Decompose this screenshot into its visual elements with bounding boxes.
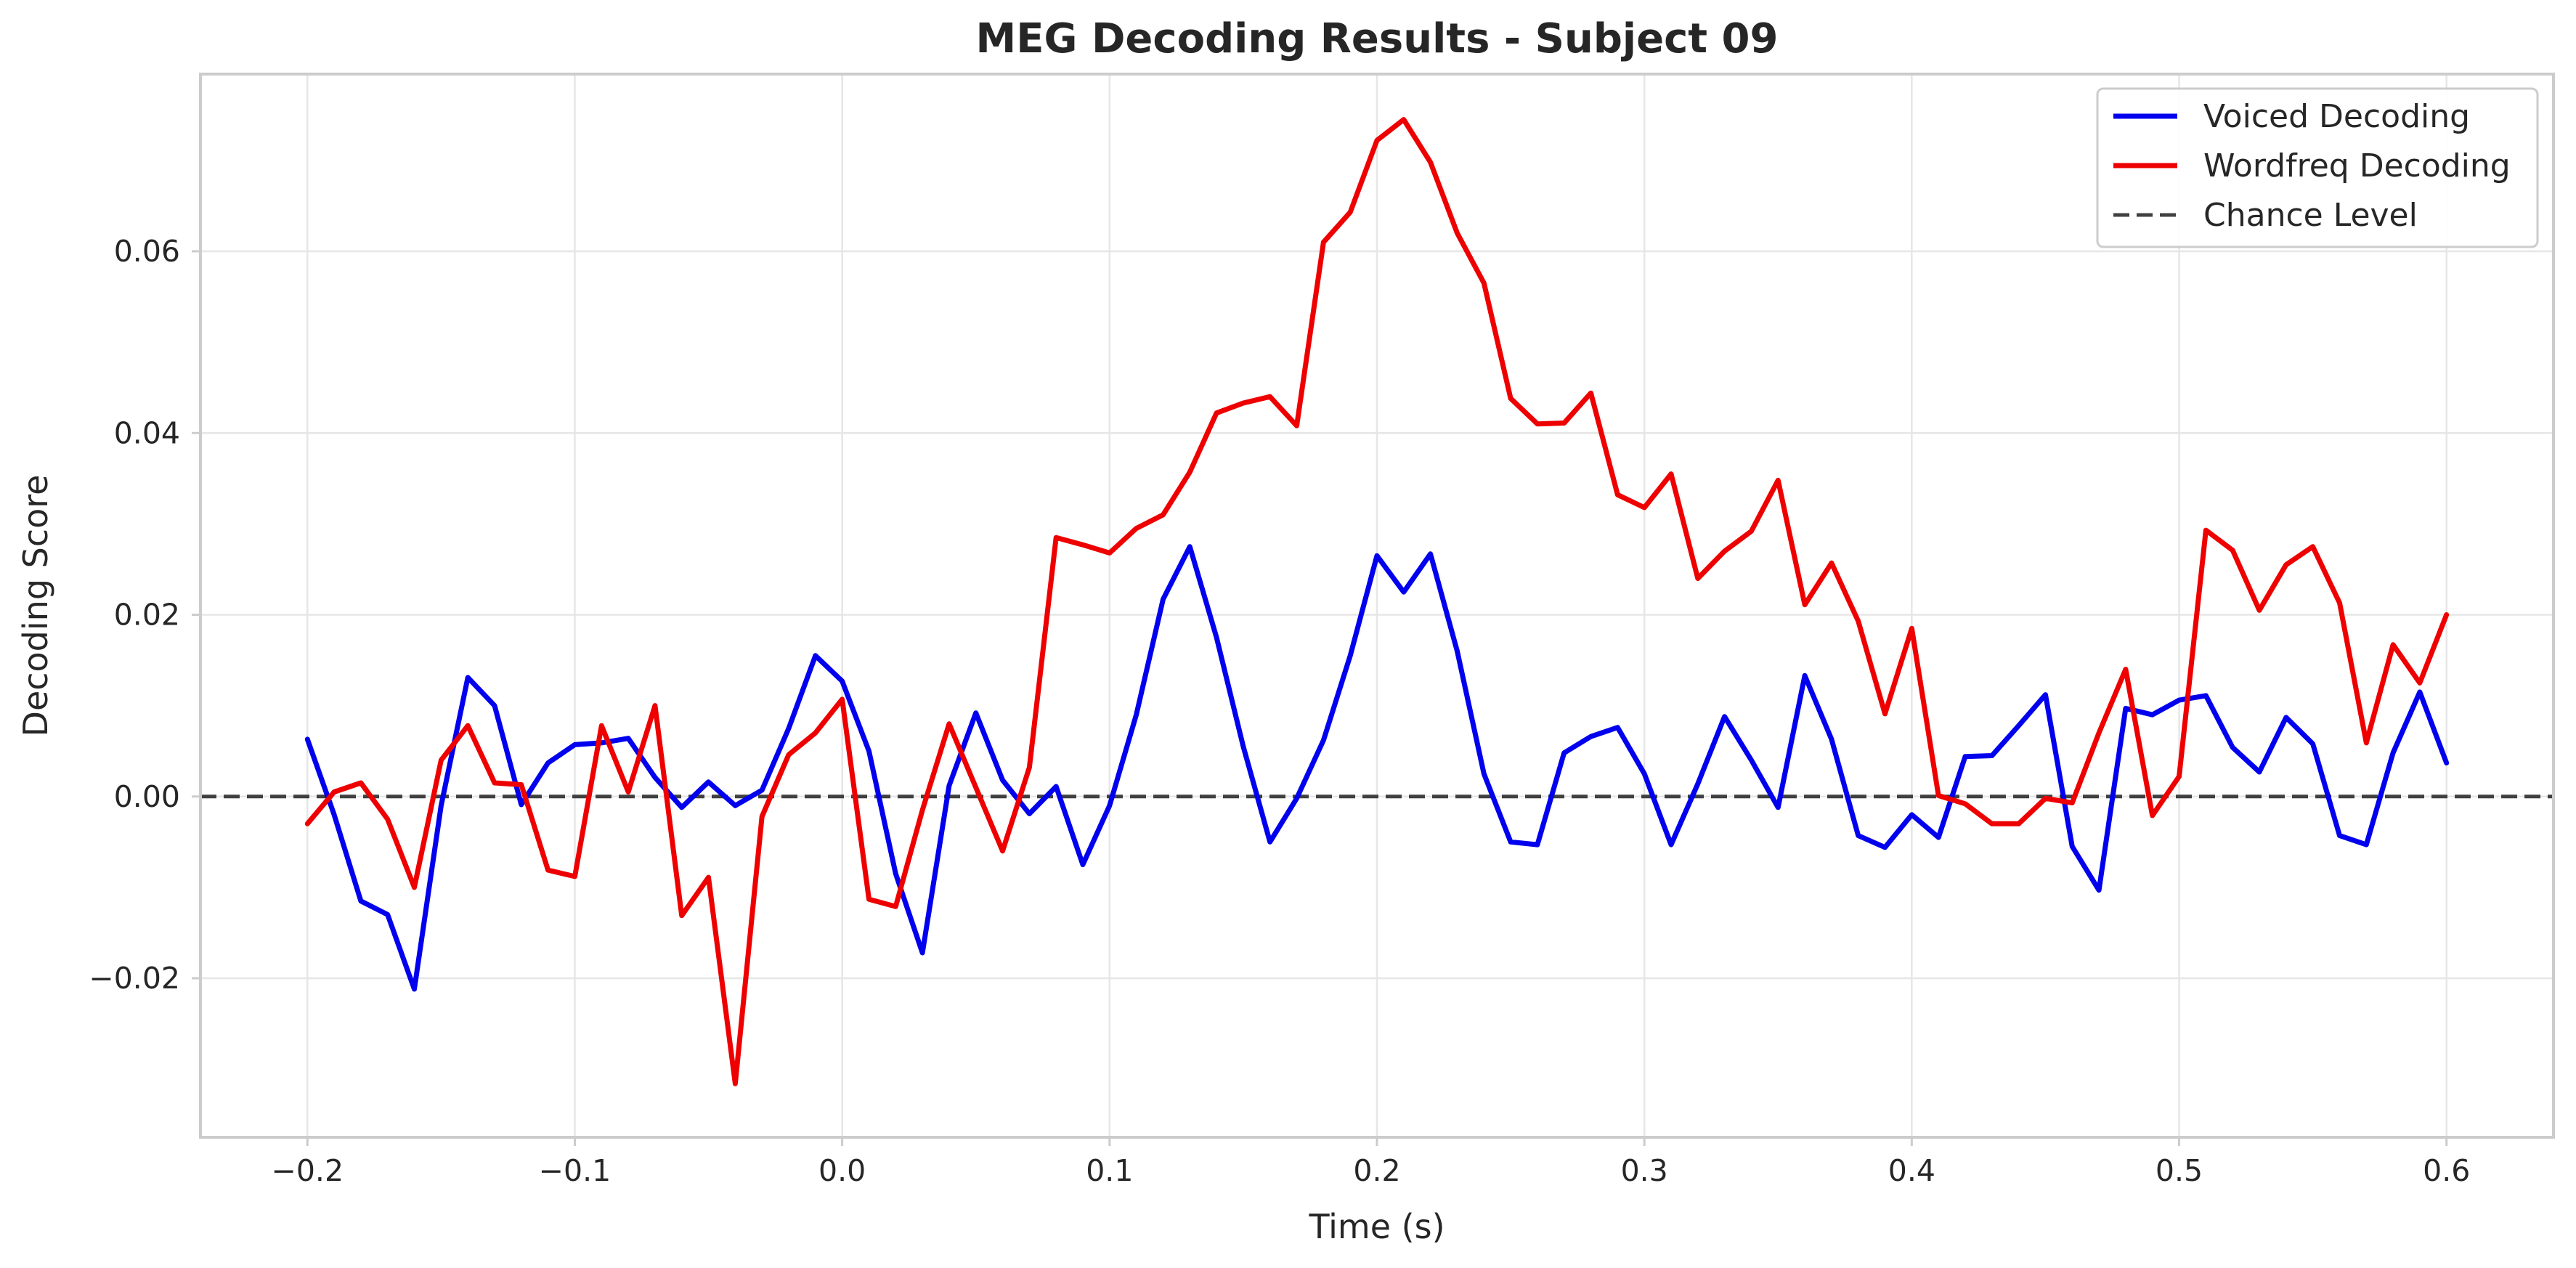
- x-tick-label: 0.6: [2423, 1153, 2470, 1188]
- wordfreq-decoding-line: [304, 117, 2450, 1086]
- chart-title: MEG Decoding Results - Subject 09: [976, 15, 1779, 62]
- x-tick-label: 0.5: [2156, 1153, 2203, 1188]
- x-tick-label: 0.4: [1888, 1153, 1935, 1188]
- y-tick-label: −0.02: [89, 961, 180, 996]
- x-tick-label: 0.0: [818, 1153, 866, 1188]
- legend-label-wordfreq: Wordfreq Decoding: [2203, 147, 2511, 184]
- x-tick-label: 0.2: [1353, 1153, 1400, 1188]
- legend-label-chance: Chance Level: [2203, 197, 2418, 234]
- x-tick-label: 0.1: [1086, 1153, 1133, 1188]
- tick-labels: −0.2 −0.1 0.0 0.1 0.2 0.3 0.4 0.5 0.6 −0.02 0.00 0.…: [89, 234, 2470, 1188]
- x-tick-label: −0.2: [271, 1153, 344, 1188]
- x-axis-label: Time (s): [1308, 1207, 1445, 1246]
- x-tick-label: −0.1: [539, 1153, 612, 1188]
- y-axis-label: Decoding Score: [16, 475, 55, 737]
- x-tick-label: 0.3: [1621, 1153, 1668, 1188]
- series-lines: [304, 117, 2450, 1086]
- y-tick-label: 0.00: [114, 779, 180, 814]
- legend: Voiced Decoding Wordfreq Decoding Chance…: [2096, 87, 2539, 248]
- legend-label-voiced: Voiced Decoding: [2203, 98, 2470, 135]
- legend-box: [2096, 87, 2539, 248]
- y-tick-label: 0.06: [114, 234, 180, 269]
- y-tick-label: 0.04: [114, 415, 180, 450]
- y-tick-label: 0.02: [114, 598, 180, 633]
